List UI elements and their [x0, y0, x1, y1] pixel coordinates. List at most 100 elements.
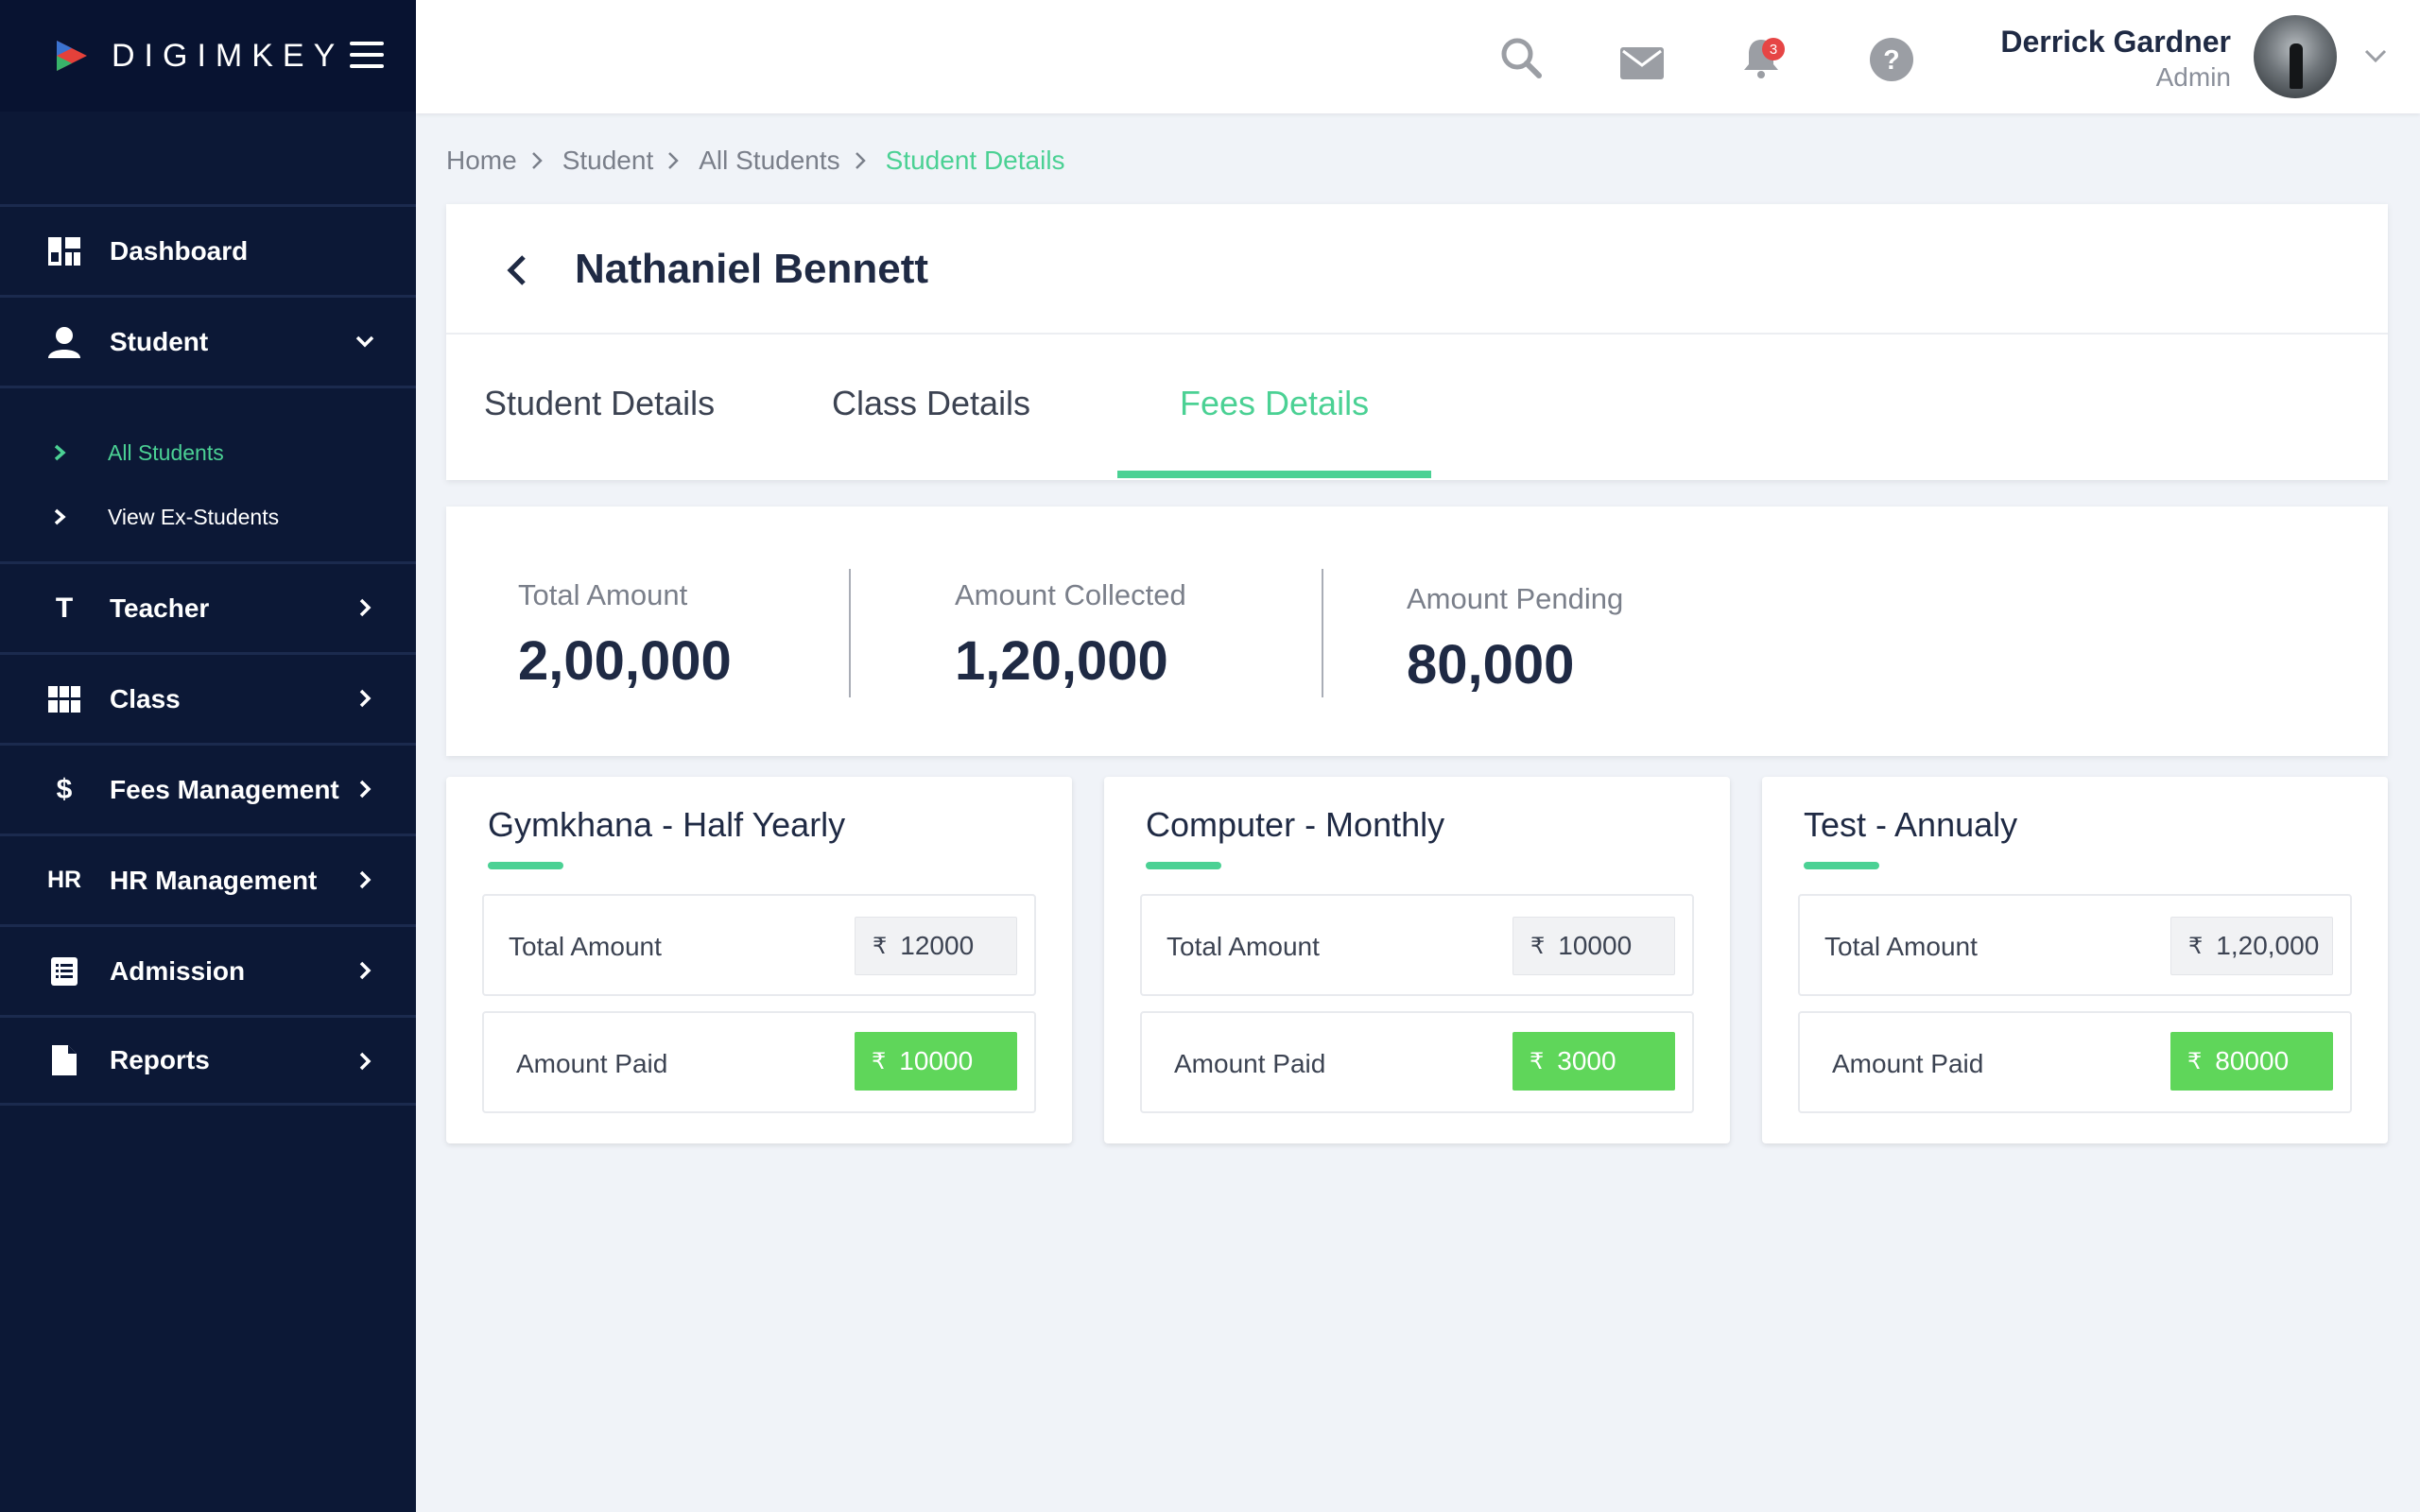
breadcrumb-home[interactable]: Home — [446, 146, 517, 175]
breadcrumb-student-details: Student Details — [885, 146, 1065, 175]
fee-total-row: Total Amount ₹ 12000 — [482, 894, 1036, 996]
stat-collected: Amount Collected 1,20,000 — [955, 578, 1186, 693]
sidebar-item-label: Student — [110, 326, 209, 356]
dashboard-icon — [47, 234, 81, 268]
sidebar-item-hr-management[interactable]: HR HR Management — [0, 833, 416, 924]
help-icon[interactable]: ? — [1870, 38, 1913, 81]
tab-class-details[interactable]: Class Details — [832, 384, 1031, 422]
sidebar-item-fees-management[interactable]: $ Fees Management — [0, 743, 416, 833]
svg-text:?: ? — [1883, 45, 1899, 76]
accent-bar — [1804, 862, 1879, 869]
fee-title: Test - Annualy — [1804, 805, 2018, 844]
mail-icon[interactable] — [1620, 42, 1664, 85]
chevron-right-icon — [359, 1052, 372, 1071]
fee-card-gymkhana: Gymkhana - Half Yearly Total Amount ₹ 12… — [446, 777, 1072, 1143]
hr-icon: HR — [46, 867, 82, 893]
fee-total-amount: 1,20,000 — [2216, 931, 2320, 960]
sidebar-item-label: Teacher — [110, 593, 210, 623]
stat-value: 1,20,000 — [955, 630, 1168, 692]
list-icon — [47, 954, 81, 988]
chevron-right-icon — [531, 152, 543, 169]
stat-pending: Amount Pending 80,000 — [1407, 582, 1623, 696]
rupee-icon: ₹ — [1530, 933, 1546, 959]
grid-icon — [47, 682, 81, 716]
fee-paid-label: Amount Paid — [516, 1049, 668, 1078]
search-icon[interactable] — [1499, 36, 1543, 79]
breadcrumb-student[interactable]: Student — [562, 146, 654, 175]
chevron-right-icon — [359, 689, 372, 708]
chevron-right-icon — [54, 444, 66, 461]
fee-paid-value: ₹ 10000 — [855, 1032, 1017, 1091]
fee-paid-label: Amount Paid — [1832, 1049, 1984, 1078]
sidebar-item-label: Admission — [110, 955, 246, 986]
student-header-card: Nathaniel Bennett Student Details Class … — [446, 204, 2388, 480]
divider — [1322, 569, 1323, 697]
hamburger-menu-icon[interactable] — [350, 42, 384, 68]
fee-card-computer: Computer - Monthly Total Amount ₹ 10000 … — [1104, 777, 1730, 1143]
fee-total-amount: 12000 — [900, 931, 975, 960]
active-tab-indicator — [1117, 471, 1431, 478]
rupee-icon: ₹ — [2188, 933, 2204, 959]
fee-card-test: Test - Annualy Total Amount ₹ 1,20,000 A… — [1762, 777, 2388, 1143]
accent-bar — [488, 862, 563, 869]
breadcrumb: Home Student All Students Student Detail… — [446, 146, 1065, 176]
chevron-right-icon — [359, 780, 372, 799]
sub-item-view-ex-students[interactable]: View Ex-Students — [0, 485, 416, 549]
fee-paid-amount: 3000 — [1557, 1046, 1616, 1075]
dollar-icon: $ — [56, 773, 73, 805]
rupee-icon: ₹ — [872, 1048, 887, 1074]
breadcrumb-all-students[interactable]: All Students — [699, 146, 840, 175]
rupee-icon: ₹ — [2187, 1048, 2203, 1074]
fee-paid-row: Amount Paid ₹ 80000 — [1798, 1011, 2352, 1113]
notification-badge: 3 — [1762, 38, 1785, 60]
sidebar-item-label: Class — [110, 683, 181, 713]
fee-total-label: Total Amount — [509, 932, 662, 961]
avatar[interactable] — [2254, 15, 2337, 98]
brand-logo-icon — [57, 41, 87, 71]
fee-total-value: ₹ 1,20,000 — [2170, 917, 2333, 975]
stat-label: Amount Pending — [1407, 582, 1624, 615]
fee-total-row: Total Amount ₹ 1,20,000 — [1798, 894, 2352, 996]
stat-value: 2,00,000 — [518, 630, 732, 692]
sub-item-label: View Ex-Students — [108, 504, 280, 529]
stat-label: Amount Collected — [955, 578, 1186, 611]
student-submenu: All Students View Ex-Students — [0, 386, 416, 561]
sidebar-item-class[interactable]: Class — [0, 652, 416, 743]
sidebar-item-reports[interactable]: Reports — [0, 1015, 416, 1106]
top-bar: 3 ? Derrick Gardner Admin — [416, 0, 2420, 113]
sidebar-item-student[interactable]: Student — [0, 295, 416, 386]
teacher-icon: T — [55, 592, 74, 624]
sidebar: DIGIMKEY Dashboard Student All Students — [0, 0, 416, 1512]
sidebar-item-dashboard[interactable]: Dashboard — [0, 204, 416, 295]
tab-fees-details[interactable]: Fees Details — [1180, 384, 1370, 422]
tabs: Student Details Class Details Fees Detai… — [446, 335, 2388, 478]
chevron-right-icon — [359, 870, 372, 889]
tab-student-details[interactable]: Student Details — [484, 384, 716, 422]
sidebar-item-admission[interactable]: Admission — [0, 924, 416, 1015]
sidebar-item-teacher[interactable]: T Teacher — [0, 561, 416, 652]
stat-label: Total Amount — [518, 578, 688, 611]
divider — [849, 569, 851, 697]
chevron-down-icon[interactable] — [2363, 47, 2388, 64]
fee-paid-amount: 10000 — [899, 1046, 974, 1075]
fee-paid-value: ₹ 3000 — [1512, 1032, 1675, 1091]
chevron-right-icon — [855, 152, 866, 169]
title-row: Nathaniel Bennett — [446, 204, 2388, 335]
sidebar-nav: Dashboard Student All Students View Ex-S… — [0, 204, 416, 1106]
fee-paid-amount: 80000 — [2215, 1046, 2290, 1075]
fee-total-value: ₹ 10000 — [1512, 917, 1675, 975]
brand-name: DIGIMKEY — [112, 37, 345, 74]
fee-paid-row: Amount Paid ₹ 3000 — [1140, 1011, 1694, 1113]
fee-total-row: Total Amount ₹ 10000 — [1140, 894, 1694, 996]
fee-total-label: Total Amount — [1824, 932, 1978, 961]
sub-item-all-students[interactable]: All Students — [0, 421, 416, 485]
rupee-icon: ₹ — [1530, 1048, 1545, 1074]
fee-title: Computer - Monthly — [1146, 805, 1445, 844]
sidebar-header: DIGIMKEY — [0, 0, 416, 112]
chevron-right-icon — [359, 961, 372, 980]
chevron-right-icon — [359, 598, 372, 617]
back-arrow-icon[interactable] — [503, 251, 531, 289]
page-title: Nathaniel Bennett — [575, 246, 929, 292]
chevron-down-icon — [355, 335, 374, 348]
fee-total-amount: 10000 — [1558, 931, 1633, 960]
